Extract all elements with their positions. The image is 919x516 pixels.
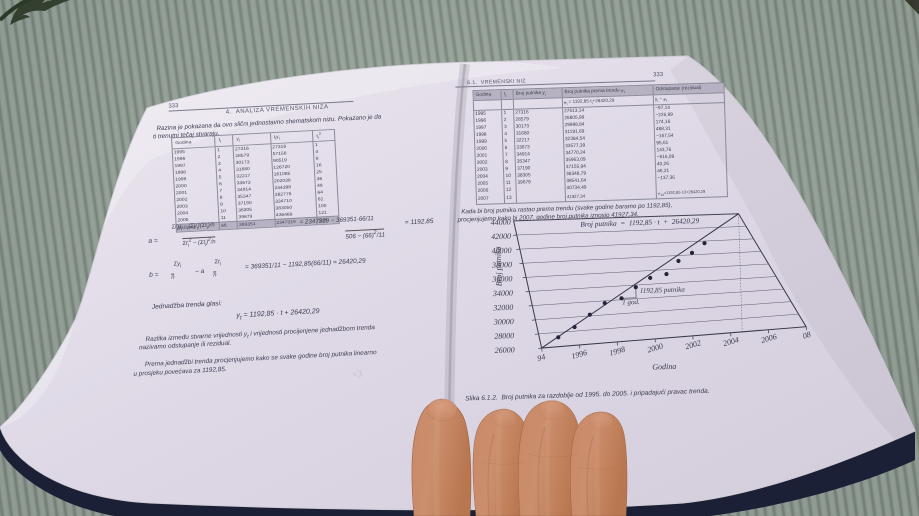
svg-text:Broj putnika: Broj putnika — [493, 246, 503, 286]
svg-text:26000: 26000 — [495, 345, 515, 355]
svg-text:44000: 44000 — [491, 217, 511, 227]
svg-text:2000: 2000 — [646, 342, 664, 355]
svg-text:2006: 2006 — [760, 332, 778, 345]
svg-text:2002: 2002 — [684, 338, 702, 351]
svg-text:08: 08 — [802, 330, 812, 341]
svg-text:94: 94 — [536, 352, 546, 363]
svg-text:30000: 30000 — [493, 317, 514, 327]
svg-text:28000: 28000 — [494, 331, 514, 341]
svg-text:Godina: Godina — [652, 362, 676, 372]
svg-text:34000: 34000 — [492, 289, 513, 299]
svg-text:2004: 2004 — [722, 335, 740, 348]
svg-text:1998: 1998 — [608, 345, 626, 358]
svg-text:1996: 1996 — [570, 348, 588, 361]
svg-text:42000: 42000 — [491, 232, 511, 242]
svg-text:1192,85 putnika: 1192,85 putnika — [640, 285, 686, 294]
svg-text:1 god.: 1 god. — [622, 298, 640, 307]
svg-text:32000: 32000 — [492, 303, 513, 313]
